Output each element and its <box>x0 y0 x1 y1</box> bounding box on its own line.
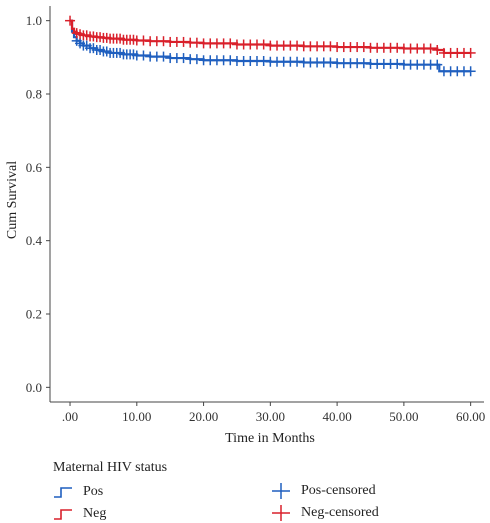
plus-marker-icon <box>272 483 290 499</box>
x-tick-label: 60.00 <box>456 409 485 424</box>
y-tick-label: 0.6 <box>26 160 43 175</box>
censor-mark-neg <box>258 39 269 50</box>
censor-mark-pos <box>465 66 476 77</box>
x-tick-label: 40.00 <box>322 409 351 424</box>
legend-label-pos: Pos <box>83 484 104 499</box>
censor-mark-neg <box>425 43 436 54</box>
censor-mark-pos <box>138 50 149 61</box>
plus-marker-icon <box>272 505 290 521</box>
y-tick-label: 0.0 <box>26 380 42 395</box>
y-tick-label: 1.0 <box>26 13 42 28</box>
censor-mark-pos <box>178 53 189 64</box>
censor-mark-pos <box>432 59 443 70</box>
legend: Maternal HIV status Pos Neg Pos-censored… <box>0 458 490 523</box>
plot-area <box>65 15 476 77</box>
legend-label-pos-censored: Pos-censored <box>301 483 376 498</box>
step-line-icon <box>54 487 72 498</box>
x-tick-label: 50.00 <box>389 409 418 424</box>
y-axis-label: Cum Survival <box>5 161 20 239</box>
legend-label-neg-censored: Neg-censored <box>301 505 379 520</box>
x-tick-label: 10.00 <box>122 409 151 424</box>
x-axis-label: Time in Months <box>225 431 315 446</box>
y-tick-label: 0.8 <box>26 87 42 102</box>
survival-chart: .00 10.00 20.00 30.00 40.00 50.00 60.00 0.0 0.2 0… <box>5 6 485 446</box>
y-tick-label: 0.4 <box>26 233 43 248</box>
censor-mark-pos <box>191 54 202 65</box>
censor-mark-pos <box>158 51 169 62</box>
legend-item-pos-censored: Pos-censored <box>271 483 376 499</box>
legend-label-neg: Neg <box>83 506 107 521</box>
x-tick-label: 30.00 <box>256 409 285 424</box>
censor-mark-neg <box>65 15 76 26</box>
x-tick-label: .00 <box>62 409 78 424</box>
y-tick-label: 0.2 <box>26 307 42 322</box>
legend-item-pos: Pos <box>53 484 103 500</box>
censor-mark-neg <box>225 38 236 49</box>
legend-item-neg-censored: Neg-censored <box>271 505 379 521</box>
censor-mark-neg <box>465 47 476 58</box>
legend-item-neg: Neg <box>53 506 106 522</box>
x-tick-label: 20.00 <box>189 409 218 424</box>
step-line-icon <box>54 509 72 520</box>
legend-title: Maternal HIV status <box>53 460 168 475</box>
axes: .00 10.00 20.00 30.00 40.00 50.00 60.00 0.0 0.2 0… <box>26 6 485 424</box>
censor-mark-neg <box>432 45 443 55</box>
